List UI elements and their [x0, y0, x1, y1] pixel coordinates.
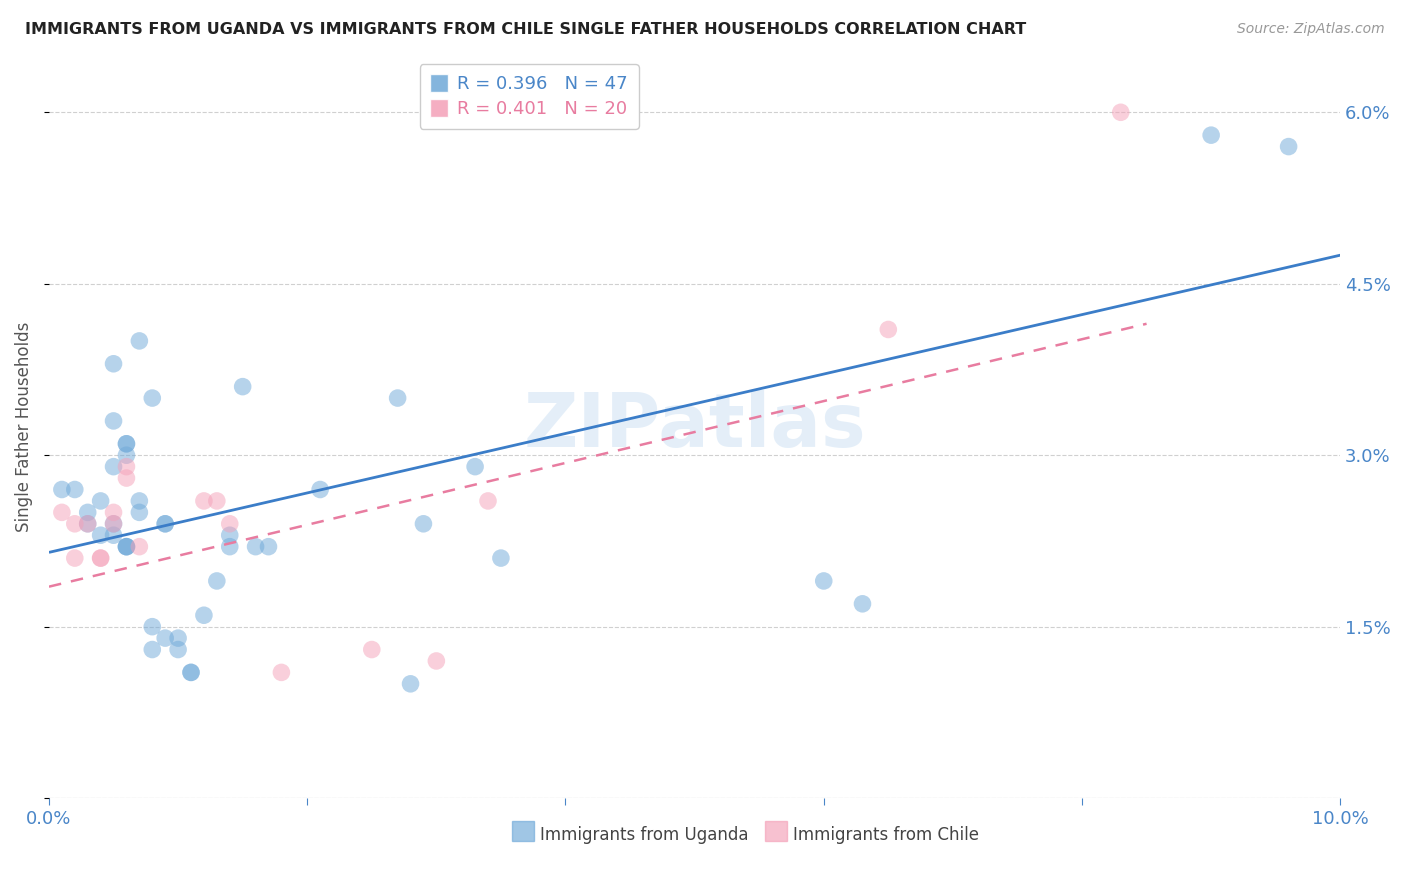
Point [103, 516, 125, 531]
Point [399, 677, 422, 691]
Point [309, 483, 332, 497]
Point [387, 391, 409, 405]
Y-axis label: Single Father Households: Single Father Households [15, 321, 32, 532]
Point [128, 494, 150, 508]
Point [257, 540, 280, 554]
Point [103, 528, 125, 542]
Point [245, 540, 267, 554]
Point [425, 654, 447, 668]
Point [193, 608, 215, 623]
Point [141, 391, 163, 405]
Point [63, 516, 86, 531]
Point [103, 505, 125, 519]
Point [270, 665, 292, 680]
Text: Source: ZipAtlas.com: Source: ZipAtlas.com [1237, 22, 1385, 37]
Point [153, 631, 176, 645]
Point [63, 551, 86, 566]
Point [103, 414, 125, 428]
Point [205, 574, 228, 588]
Text: ZIPatlas: ZIPatlas [523, 390, 866, 463]
Point [128, 540, 150, 554]
Point [115, 540, 138, 554]
Point [180, 665, 202, 680]
Point [167, 631, 190, 645]
Point [115, 471, 138, 485]
Point [489, 551, 512, 566]
Point [115, 448, 138, 462]
Point [232, 379, 254, 393]
Point [115, 540, 138, 554]
Point [128, 334, 150, 348]
Point [63, 483, 86, 497]
Point [464, 459, 486, 474]
Point [167, 642, 190, 657]
Point [1109, 105, 1132, 120]
Point [115, 540, 138, 554]
Point [141, 620, 163, 634]
Text: IMMIGRANTS FROM UGANDA VS IMMIGRANTS FROM CHILE SINGLE FATHER HOUSEHOLDS CORRELA: IMMIGRANTS FROM UGANDA VS IMMIGRANTS FRO… [25, 22, 1026, 37]
Point [193, 494, 215, 508]
Point [90, 551, 112, 566]
Point [90, 551, 112, 566]
Point [51, 505, 73, 519]
Point [90, 528, 112, 542]
Point [103, 357, 125, 371]
Point [180, 665, 202, 680]
Point [218, 540, 240, 554]
Point [205, 494, 228, 508]
Point [90, 494, 112, 508]
Point [76, 505, 98, 519]
Legend: R = 0.396   N = 47, R = 0.401   N = 20: R = 0.396 N = 47, R = 0.401 N = 20 [419, 64, 638, 129]
Point [76, 516, 98, 531]
Point [153, 516, 176, 531]
Point [360, 642, 382, 657]
Point [218, 528, 240, 542]
Point [76, 516, 98, 531]
Point [141, 642, 163, 657]
Point [477, 494, 499, 508]
Text: Immigrants from Uganda: Immigrants from Uganda [540, 826, 748, 844]
Point [128, 505, 150, 519]
Point [877, 322, 900, 336]
Point [851, 597, 873, 611]
Point [1199, 128, 1222, 143]
Point [218, 516, 240, 531]
Point [1278, 139, 1301, 153]
Point [412, 516, 434, 531]
Point [115, 459, 138, 474]
Point [115, 437, 138, 451]
Point [813, 574, 835, 588]
Point [103, 459, 125, 474]
Point [153, 516, 176, 531]
Text: Immigrants from Chile: Immigrants from Chile [793, 826, 979, 844]
Point [115, 437, 138, 451]
Point [51, 483, 73, 497]
Point [103, 516, 125, 531]
